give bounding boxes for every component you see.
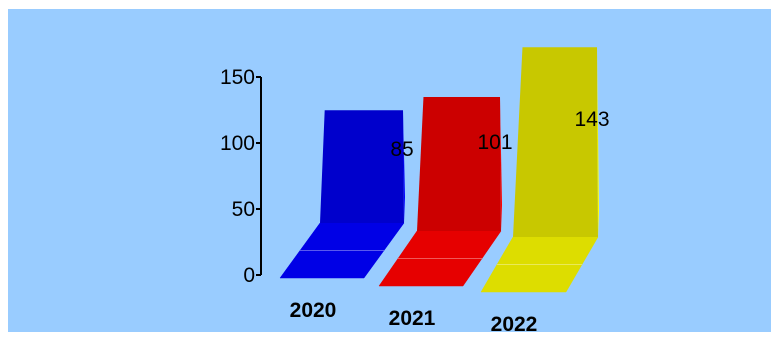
bar-front <box>417 97 501 231</box>
bars-group <box>279 47 599 293</box>
y-axis-group: 0 50 100 150 <box>220 66 262 287</box>
bar-chart: 0 50 100 150 85 2020 101 2021 143 2022 <box>220 47 610 332</box>
category-label: 2020 <box>290 299 337 322</box>
bar-floor-back <box>397 230 502 259</box>
chart-panel: 0 50 100 150 85 2020 101 2021 143 2022 <box>8 9 771 332</box>
bar-side <box>597 47 599 237</box>
bar-floor-front <box>378 258 483 287</box>
bar-side <box>500 97 502 231</box>
y-tick-label: 0 <box>243 264 255 287</box>
data-label: 143 <box>574 108 609 131</box>
labels-group: 85 2020 101 2021 143 2022 <box>290 108 610 332</box>
bar-floor-front <box>480 264 583 293</box>
bar-front <box>513 47 598 237</box>
bar-floor-front <box>279 250 385 279</box>
bar-floor-back <box>496 236 599 265</box>
y-tick-label: 150 <box>220 66 255 89</box>
data-label: 101 <box>477 131 512 154</box>
bar-front <box>320 110 404 223</box>
data-label: 85 <box>390 138 413 161</box>
category-label: 2022 <box>491 313 538 332</box>
y-tick-label: 50 <box>232 198 255 221</box>
y-tick-label: 100 <box>220 132 255 155</box>
category-label: 2021 <box>389 307 436 330</box>
bar-side <box>403 110 405 223</box>
bar-floor-back <box>299 222 405 251</box>
